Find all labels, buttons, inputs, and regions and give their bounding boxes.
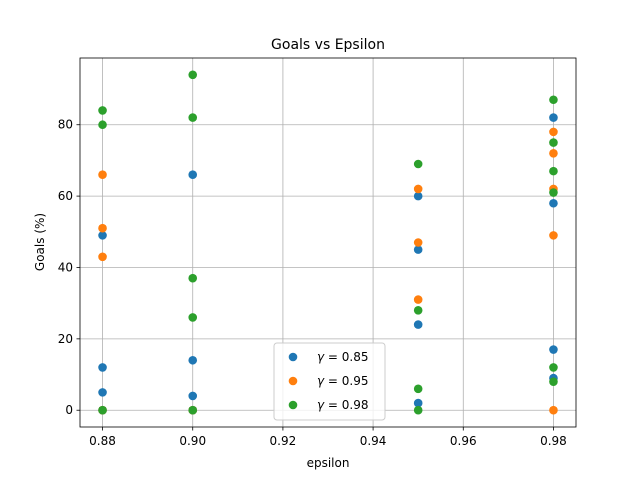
data-point-series-2 — [549, 377, 558, 386]
y-tick-label: 20 — [58, 332, 73, 346]
data-point-series-0 — [98, 388, 107, 397]
legend-label: γ = 0.85 — [317, 350, 369, 364]
y-tick-label: 60 — [58, 189, 73, 203]
data-point-series-1 — [413, 238, 423, 247]
data-point-series-2 — [188, 313, 198, 322]
data-point-series-1 — [98, 170, 107, 179]
data-point-series-0 — [188, 170, 198, 179]
data-point-series-1 — [549, 231, 558, 240]
x-tick-label: 0.90 — [179, 434, 206, 448]
data-point-series-0 — [413, 245, 423, 254]
data-point-series-2 — [549, 166, 558, 176]
data-point-series-2 — [413, 405, 423, 415]
data-point-series-0 — [188, 391, 198, 401]
data-point-series-1 — [549, 405, 558, 415]
data-point-series-0 — [413, 191, 423, 201]
data-point-series-2 — [188, 405, 198, 415]
data-point-series-1 — [549, 148, 558, 158]
data-point-series-0 — [549, 198, 558, 208]
legend-marker — [288, 376, 298, 386]
data-point-series-2 — [413, 159, 423, 169]
data-point-series-1 — [98, 223, 107, 233]
data-point-series-2 — [549, 363, 558, 372]
data-point-series-2 — [549, 138, 558, 147]
legend: γ = 0.85γ = 0.95γ = 0.98 — [273, 342, 386, 421]
legend-label-value: = 0.95 — [324, 374, 368, 388]
data-point-series-2 — [98, 405, 107, 415]
data-point-series-2 — [413, 384, 423, 394]
legend-box — [273, 342, 386, 421]
data-point-series-2 — [188, 70, 198, 80]
data-point-series-0 — [413, 320, 423, 329]
axis-ticks: 0.88 0.90 0.92 0.94 0.96 0.98 0 20 40 60 80 — [58, 118, 567, 448]
x-tick-label: 0.88 — [89, 434, 116, 448]
legend-marker — [288, 352, 298, 362]
data-points — [98, 70, 558, 415]
legend-label: γ = 0.98 — [317, 398, 369, 412]
data-point-series-0 — [98, 363, 107, 372]
y-axis-label: Goals (%) — [33, 213, 47, 271]
data-point-series-0 — [188, 355, 198, 365]
data-point-series-2 — [549, 188, 558, 197]
data-point-series-1 — [549, 127, 558, 137]
data-point-series-2 — [413, 306, 423, 315]
legend-label-value: = 0.85 — [324, 350, 368, 364]
data-point-series-2 — [549, 95, 558, 105]
legend-label: γ = 0.95 — [317, 374, 369, 388]
legend-label-value: = 0.98 — [324, 398, 368, 412]
legend-label-symbol: γ — [317, 374, 325, 388]
data-point-series-2 — [98, 120, 107, 130]
data-point-series-1 — [98, 252, 107, 262]
grid-lines — [80, 58, 576, 427]
plot-area-frame — [79, 57, 577, 428]
data-point-series-1 — [413, 295, 423, 304]
data-point-series-0 — [413, 398, 423, 408]
x-tick-label: 0.96 — [450, 434, 477, 448]
data-point-series-1 — [413, 184, 423, 194]
data-point-series-0 — [549, 113, 558, 122]
x-tick-label: 0.94 — [360, 434, 387, 448]
legend-label-symbol: γ — [317, 350, 325, 364]
x-tick-label: 0.92 — [270, 434, 297, 448]
legend-marker — [288, 400, 298, 410]
y-tick-label: 80 — [58, 118, 73, 132]
data-point-series-0 — [549, 345, 558, 354]
y-tick-label: 0 — [65, 403, 73, 417]
data-point-series-2 — [98, 106, 107, 115]
chart-title: Goals vs Epsilon — [271, 37, 385, 53]
x-tick-label: 0.98 — [540, 434, 567, 448]
legend-label-symbol: γ — [317, 398, 325, 412]
data-point-series-0 — [98, 231, 107, 240]
x-axis-label: epsilon — [307, 456, 350, 470]
data-point-series-2 — [188, 113, 198, 122]
data-point-series-2 — [188, 273, 198, 283]
y-tick-label: 40 — [58, 260, 73, 274]
